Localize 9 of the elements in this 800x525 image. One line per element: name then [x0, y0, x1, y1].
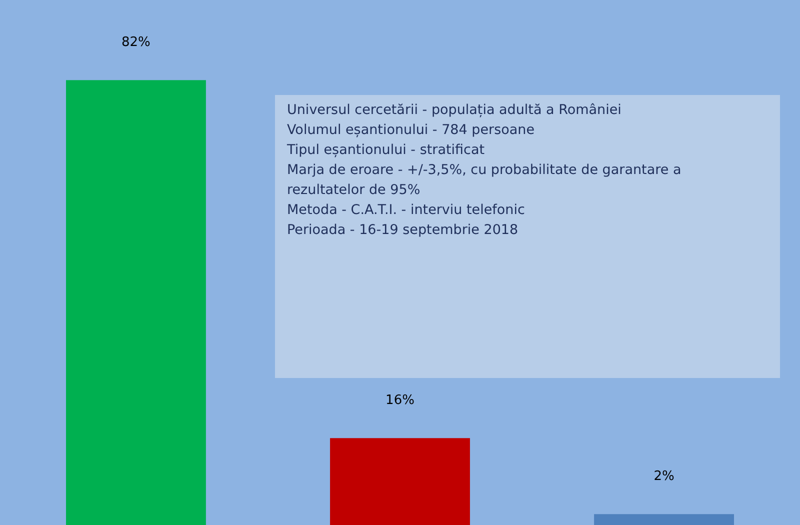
annotation: Universul cercetării - populația adultă a României [287, 102, 622, 118]
annotation: Metoda - C.A.T.I. - interviu telefonic [287, 202, 525, 218]
data-label: 16% [386, 393, 414, 408]
annotation: Tipul eșantionului - stratificat [286, 142, 485, 158]
annotation: Marja de eroare - +/-3,5%, cu probabilitate de garantare a rezultatelor de 95% [287, 162, 682, 198]
data-label: 2% [654, 469, 674, 484]
annotation: Volumul eșantionului - 784 persoane [287, 122, 535, 138]
data-label: 82% [122, 35, 150, 50]
annotation: Perioada - 16-19 septembrie 2018 [287, 222, 518, 238]
